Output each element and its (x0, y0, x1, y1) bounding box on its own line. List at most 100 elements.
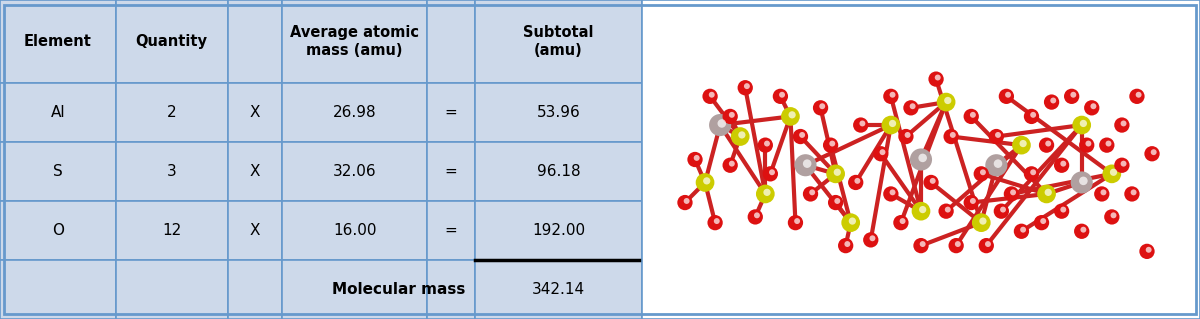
Text: =: = (445, 105, 457, 120)
Bar (282, 83, 427, 142)
Point (883, 190, 902, 195)
Point (677, 198, 696, 204)
Point (883, 92, 902, 97)
Bar (282, 0, 427, 83)
Point (901, 105, 920, 110)
Point (978, 241, 997, 247)
Point (1114, 121, 1133, 126)
Point (1003, 190, 1022, 195)
Text: 192.00: 192.00 (532, 223, 586, 238)
Point (961, 200, 980, 205)
Point (1024, 170, 1043, 175)
Point (1024, 112, 1043, 117)
Point (964, 112, 983, 117)
Point (1037, 191, 1056, 197)
Point (828, 198, 847, 204)
Text: 53.96: 53.96 (536, 105, 581, 120)
Text: =: = (445, 223, 457, 238)
Point (722, 161, 742, 166)
Point (756, 143, 775, 148)
Text: 16.00: 16.00 (332, 223, 377, 238)
Point (787, 219, 806, 224)
Point (986, 163, 1006, 168)
Point (847, 178, 866, 183)
Text: 2: 2 (167, 105, 176, 120)
Point (1002, 191, 1021, 197)
Point (862, 237, 881, 242)
Point (1084, 104, 1103, 109)
Point (893, 219, 912, 224)
Point (736, 85, 755, 90)
Point (1072, 229, 1091, 234)
Text: 96.18: 96.18 (536, 164, 581, 179)
Text: S: S (53, 164, 62, 179)
Text: Average atomic
mass (amu): Average atomic mass (amu) (290, 25, 419, 58)
Point (913, 241, 932, 247)
Bar (115, 83, 228, 142)
Point (881, 191, 900, 197)
Point (853, 121, 872, 126)
Point (782, 112, 802, 117)
Point (948, 241, 967, 247)
Bar (475, 260, 642, 319)
Point (912, 243, 931, 248)
Text: 342.14: 342.14 (532, 282, 586, 297)
Point (991, 209, 1010, 214)
Point (846, 180, 865, 185)
Point (712, 121, 731, 126)
Bar (282, 260, 427, 319)
Point (720, 114, 739, 119)
Point (796, 163, 815, 168)
Text: O: O (52, 223, 64, 238)
Point (697, 178, 716, 183)
Point (791, 134, 810, 139)
Point (986, 134, 1006, 139)
Point (938, 98, 958, 103)
Point (1094, 190, 1114, 195)
Bar (115, 201, 228, 260)
Point (912, 209, 931, 214)
Point (1042, 100, 1061, 105)
Point (1014, 141, 1033, 146)
Point (1112, 163, 1132, 168)
Point (1032, 220, 1051, 225)
Bar (0, 0, 115, 83)
Point (936, 209, 955, 214)
Bar (0, 142, 115, 201)
Bar (475, 0, 642, 83)
Point (761, 171, 780, 176)
Point (720, 163, 739, 168)
Point (798, 161, 817, 166)
Point (770, 94, 790, 99)
Point (706, 220, 725, 225)
Point (1138, 249, 1157, 254)
Point (828, 170, 847, 175)
Bar (475, 83, 642, 142)
Point (826, 200, 845, 205)
Text: 32.06: 32.06 (332, 164, 377, 179)
Point (1092, 191, 1111, 197)
Point (1079, 141, 1098, 146)
Point (762, 170, 781, 175)
Point (1022, 114, 1042, 119)
Point (1127, 94, 1146, 99)
Point (737, 84, 756, 89)
Point (1112, 122, 1132, 128)
Bar (0, 83, 115, 142)
Point (1099, 141, 1118, 146)
Bar (228, 201, 282, 260)
Point (685, 157, 704, 162)
Point (757, 190, 776, 195)
Text: 12: 12 (162, 223, 181, 238)
Point (1104, 170, 1123, 175)
Point (871, 151, 890, 156)
Bar (427, 83, 475, 142)
Point (836, 243, 856, 248)
Point (972, 220, 991, 225)
Point (1074, 178, 1093, 183)
Point (1052, 163, 1072, 168)
Point (757, 141, 776, 146)
Point (1122, 191, 1141, 197)
Point (1062, 94, 1081, 99)
Point (947, 243, 966, 248)
